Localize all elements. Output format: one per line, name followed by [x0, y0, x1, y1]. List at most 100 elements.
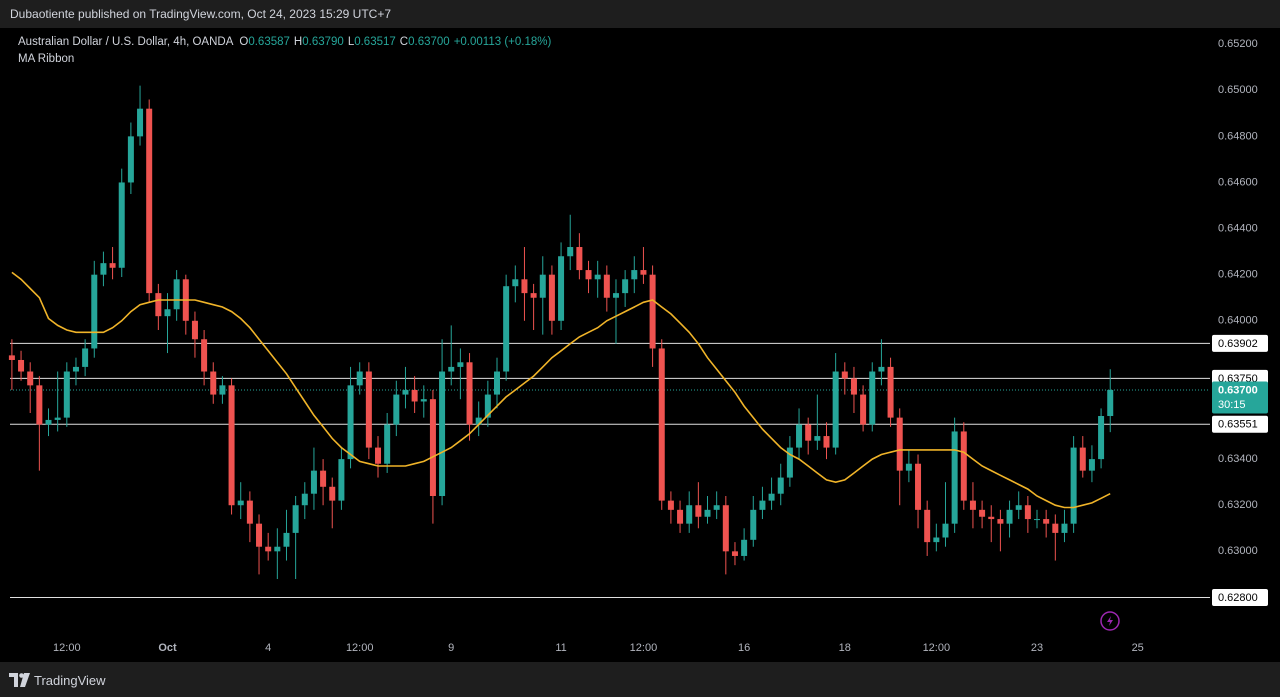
candle-body — [219, 385, 226, 395]
candle-body — [320, 470, 327, 487]
x-tick-label: 9 — [448, 642, 454, 654]
candle-body — [191, 320, 198, 340]
candle-body — [493, 371, 500, 395]
candle-body — [860, 394, 867, 425]
candle-body — [951, 431, 958, 524]
candle-body — [814, 436, 821, 441]
candle-body — [237, 500, 244, 506]
candle-body — [411, 389, 418, 402]
candle-body — [832, 371, 839, 448]
level-box — [1212, 334, 1268, 352]
candle-body — [960, 431, 967, 501]
candle-body — [677, 509, 684, 524]
candle-body — [448, 366, 455, 372]
candle-body — [338, 459, 345, 501]
candle-body — [942, 523, 949, 538]
last-price-label: 0.63700 — [1218, 384, 1258, 396]
level-box — [1212, 588, 1268, 606]
candle-body — [439, 371, 446, 497]
legend-value: 0.63587 — [248, 36, 290, 48]
ma-line — [11, 271, 1111, 509]
candle-body — [375, 447, 382, 464]
candle-body — [686, 505, 693, 524]
candle-body — [18, 359, 25, 372]
candle-body — [265, 546, 272, 552]
y-tick-label: 0.65200 — [1218, 38, 1258, 50]
candle-body — [301, 493, 308, 506]
legend-value: 0.63790 — [302, 36, 344, 48]
candle-body — [988, 516, 995, 520]
candle-body — [72, 366, 79, 372]
level-label: 0.62800 — [1218, 592, 1258, 604]
candle-body — [503, 286, 510, 372]
candle-body — [704, 509, 711, 517]
candle-body — [585, 270, 592, 280]
candle-body — [8, 355, 15, 360]
candle-body — [1043, 519, 1050, 524]
candle-body — [365, 371, 372, 448]
candle-body — [484, 394, 491, 418]
candle-body — [576, 247, 583, 271]
alert-icon — [1100, 611, 1120, 631]
candle-body — [1052, 523, 1059, 533]
candle-body — [969, 500, 976, 510]
candle-body — [429, 399, 436, 497]
candle-body — [1015, 505, 1022, 510]
x-tick-label: 12:00 — [346, 642, 374, 654]
candle-body — [173, 279, 180, 310]
candle-body — [228, 385, 235, 506]
candle-body — [713, 505, 720, 510]
indicator-row: MA Ribbon — [18, 51, 551, 68]
y-tick-label: 0.63000 — [1218, 545, 1258, 557]
x-tick-label: 25 — [1132, 642, 1144, 654]
candle-body — [1098, 416, 1105, 460]
candle-body — [979, 509, 986, 517]
y-tick-label: 0.64400 — [1218, 222, 1258, 234]
publisher: Dubaotiente published on TradingView.com… — [10, 7, 392, 21]
candle-body — [539, 274, 546, 298]
candle-body — [118, 182, 125, 268]
candle-body — [155, 293, 162, 317]
symbol: Australian Dollar / U.S. Dollar, 4h, OAN… — [18, 36, 234, 48]
x-tick-label: 23 — [1031, 642, 1043, 654]
top-bar: Dubaotiente published on TradingView.com… — [0, 0, 1280, 28]
brand: TradingView — [34, 673, 106, 688]
candle-body — [521, 279, 528, 294]
candle-body — [878, 366, 885, 372]
candle-body — [649, 274, 656, 349]
candle-body — [100, 263, 107, 275]
candle-body — [466, 362, 473, 425]
x-tick-label: 11 — [555, 642, 566, 654]
candle-body — [1024, 505, 1031, 520]
candle-body — [329, 486, 336, 501]
candle-body — [292, 505, 299, 533]
candle-body — [475, 417, 482, 425]
candle-body — [1079, 447, 1086, 471]
countdown-label: 30:15 — [1218, 399, 1246, 411]
candle-body — [393, 394, 400, 425]
candle-body — [905, 463, 912, 471]
levels — [10, 342, 1210, 598]
candle-body — [1088, 459, 1095, 471]
candle-body — [768, 493, 775, 501]
legend-key: H — [293, 36, 303, 48]
candle-body — [622, 279, 629, 294]
legend-key: L — [347, 36, 355, 48]
candle-body — [567, 247, 574, 257]
candle-body — [256, 523, 263, 547]
candle-body — [201, 339, 208, 372]
candle-body — [146, 108, 153, 294]
chart: 0.65200 0.65000 0.64800 0.64600 0.64400 0.642… — [0, 28, 1280, 662]
x-tick-label: Oct — [158, 642, 177, 654]
candle-body — [356, 371, 363, 386]
legend-key: C — [399, 36, 409, 48]
candle-body — [530, 293, 537, 298]
candle-body — [512, 279, 519, 287]
candle-body — [36, 385, 43, 425]
candle-body — [933, 537, 940, 543]
candle-body — [246, 500, 253, 524]
y-tick-label: 0.64600 — [1218, 176, 1258, 188]
candle-body — [667, 500, 674, 510]
candle-body — [603, 274, 610, 298]
